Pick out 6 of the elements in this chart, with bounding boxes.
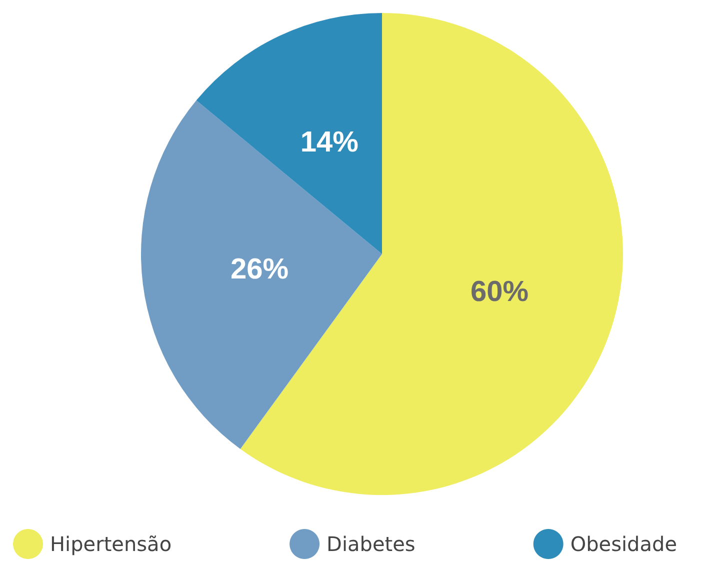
data-label: 60%	[470, 276, 529, 308]
data-label: 14%	[300, 126, 359, 158]
legend-label: Diabetes	[326, 532, 416, 556]
data-label: 26%	[230, 253, 289, 286]
legend-label: Obesidade	[570, 532, 678, 556]
legend-label: Hipertensão	[50, 532, 172, 556]
